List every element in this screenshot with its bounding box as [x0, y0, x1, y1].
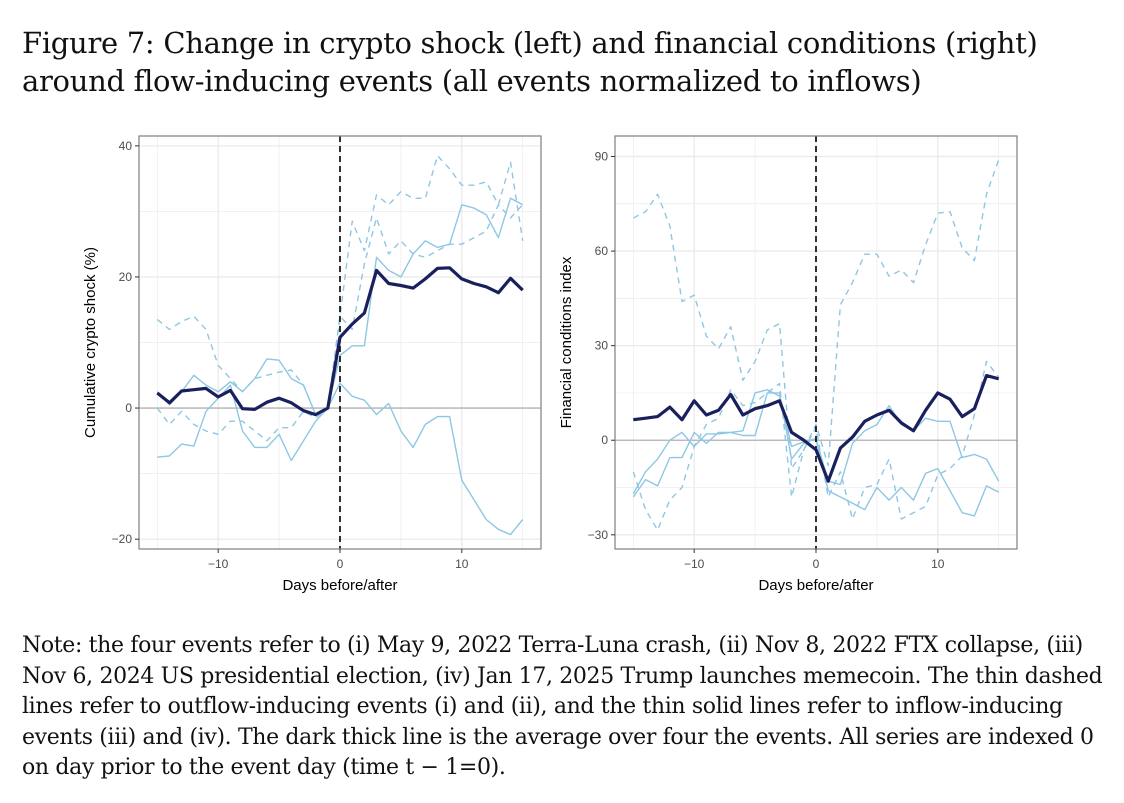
- y-tick-label: 30: [595, 339, 609, 353]
- x-tick-label: 0: [337, 557, 344, 571]
- left-panel-crypto-shock: −10 0 10 −20 0 20 40 Days before/after Cumulativ…: [82, 135, 542, 594]
- y-tick-label: 60: [595, 244, 609, 258]
- series-line-average: [156, 266, 524, 417]
- y-axis-title: Cumulative crypto shock (%): [82, 247, 99, 438]
- series-line-inflow-event-3: [156, 197, 524, 416]
- y-tick-label: 90: [595, 149, 609, 163]
- x-tick-label: −10: [208, 557, 229, 571]
- series-line-outflow-event-1: [156, 154, 524, 416]
- series-line-outflow-event-1: [632, 159, 1000, 470]
- y-tick-label: −20: [112, 532, 133, 546]
- y-tick-label: 0: [601, 433, 608, 447]
- y-tick-label: 20: [119, 270, 133, 284]
- y-tick-label: 0: [125, 401, 132, 415]
- series-line-average: [633, 374, 1000, 483]
- y-tick-label: 40: [119, 139, 133, 153]
- y-axis-title: Financial conditions index: [558, 256, 575, 428]
- series-line-outflow-event-2: [156, 204, 524, 442]
- x-axis-title: Days before/after: [758, 577, 873, 594]
- x-tick-label: 10: [931, 557, 945, 571]
- y-tick-label: −30: [588, 528, 609, 542]
- figure-title: Figure 7: Change in crypto shock (left) …: [22, 26, 1038, 98]
- x-tick-label: 0: [813, 557, 820, 571]
- right-panel-financial-conditions: −10 0 10 −30 0 30 60 90 Days before/after Financi…: [558, 135, 1018, 594]
- x-axis-title: Days before/after: [282, 577, 397, 594]
- figure-note: Note: the four events refer to (i) May 9…: [22, 633, 1103, 780]
- x-tick-label: −10: [684, 557, 705, 571]
- x-tick-label: 10: [455, 557, 469, 571]
